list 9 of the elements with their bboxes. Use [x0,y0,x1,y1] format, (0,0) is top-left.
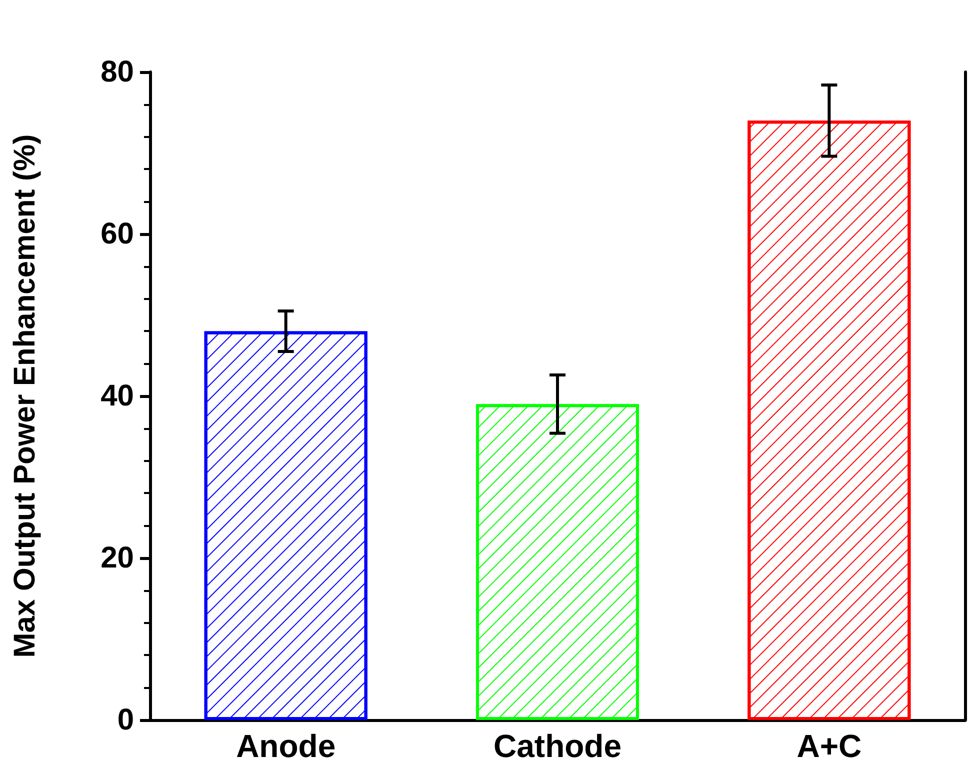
y-tick-label: 20 [100,542,134,574]
x-tick-label: Anode [236,728,336,764]
y-axis-title: Max Output Power Enhancement (%) [8,134,42,658]
x-tick-label: A+C [796,728,862,764]
y-tick-label: 80 [100,56,134,88]
x-tick-label: Cathode [494,728,622,764]
y-tick-label: 60 [100,218,134,250]
y-tick-label: 40 [100,380,134,412]
y-tick-label: 0 [117,704,134,736]
